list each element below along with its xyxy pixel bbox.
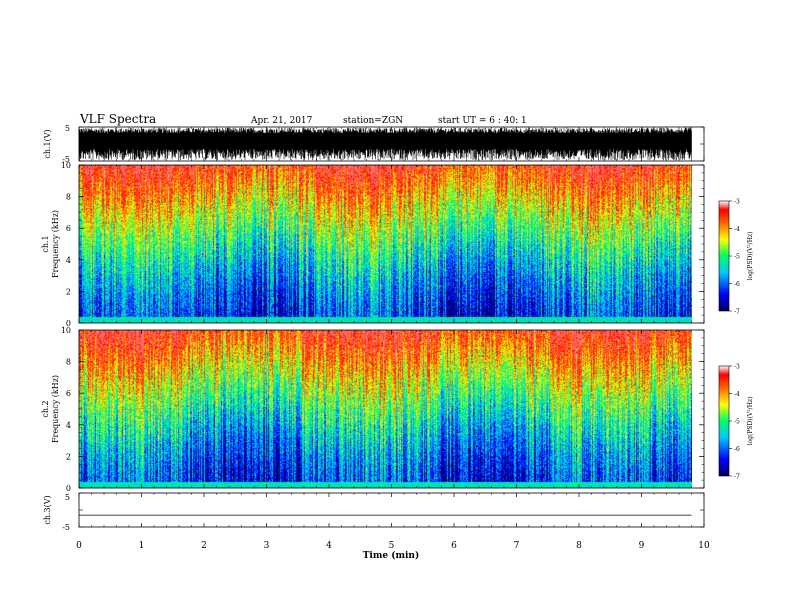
- date-label: Apr. 21, 2017: [250, 116, 313, 126]
- x-tick-label: 6: [451, 541, 457, 551]
- y-tick-label: 6: [66, 224, 71, 233]
- ch2-spectrogram-yticks: 0 2 4 6 8 10: [61, 326, 704, 493]
- colorbar-tick-label: -6: [734, 281, 740, 288]
- x-tick-label: 7: [514, 541, 520, 551]
- y-tick-label: 10: [61, 161, 71, 170]
- spectrogram-raster: [79, 330, 692, 488]
- y-tick-label: 0: [66, 484, 71, 493]
- ch2-spectrogram-ylabel-line1: ch.2: [41, 400, 50, 417]
- ch1-waveform-trace: [78, 127, 692, 161]
- x-tick-label: 3: [264, 541, 270, 551]
- start-time-label: start UT = 6 : 40: 1: [438, 116, 527, 126]
- y-tick-label: 2: [66, 452, 71, 461]
- y-tick-label: 8: [66, 193, 71, 202]
- ch2-spectrogram-image: [79, 330, 692, 488]
- y-tick-label: 10: [61, 326, 71, 335]
- ch1-spectrogram-yticks: 0 2 4 6 8 10: [61, 161, 704, 328]
- station-label: station=ZGN: [343, 116, 403, 126]
- y-tick-label: 2: [66, 287, 71, 296]
- colorbar-tick-label: -4: [734, 391, 740, 398]
- ch1-waveform-panel: 5 -5 ch.1(V): [43, 124, 705, 164]
- ch3-waveform-ylabel: ch.3(V): [43, 495, 52, 524]
- ch3-waveform-frame: [78, 492, 705, 528]
- colorbar-tick-label: -7: [734, 309, 740, 316]
- ch1-spectrogram-image: [79, 165, 692, 323]
- y-tick-label: 4: [66, 421, 71, 430]
- ch3-waveform-panel: 5 -5 ch.3(V): [43, 492, 705, 532]
- colorbar-tick-label: -3: [734, 199, 740, 206]
- colorbar-tick-label: -4: [734, 226, 740, 233]
- colorbar-tick-label: -5: [734, 419, 740, 426]
- ch1-waveform-ytick-top: 5: [65, 124, 70, 133]
- time-axis: 0 1 2 3 4 5 6 7 8 9 10: [76, 126, 710, 551]
- ch1-colorbar: [718, 200, 730, 312]
- y-tick-label: 4: [66, 256, 71, 265]
- x-tick-label: 4: [326, 541, 332, 551]
- ch3-waveform-ytick-top: 5: [65, 493, 70, 502]
- ch1-waveform-ytick-bottom: -5: [62, 155, 70, 164]
- x-tick-label: 9: [639, 541, 645, 551]
- spectrogram-raster: [79, 165, 692, 323]
- x-tick-label: 2: [201, 541, 207, 551]
- colorbar-tick-label: -7: [734, 474, 740, 481]
- ch2-colorbar-ticks: -3 -4 -5 -6 -7: [729, 364, 740, 481]
- y-tick-label: 8: [66, 358, 71, 367]
- x-tick-label: 5: [389, 541, 395, 551]
- ch2-colorbar-label: log(PSD)(V²/Hz): [747, 397, 754, 446]
- ch2-colorbar: [718, 365, 730, 477]
- y-tick-label: 6: [66, 389, 71, 398]
- colorbar-tick-label: -3: [734, 364, 740, 371]
- colorbar-tick-label: -5: [734, 254, 740, 261]
- ch2-spectrogram-ylabel-line2: Frequency (kHz): [51, 375, 60, 443]
- time-axis-label: Time (min): [363, 550, 420, 561]
- ch1-colorbar-ticks: -3 -4 -5 -6 -7: [729, 199, 740, 316]
- x-tick-label: 8: [576, 541, 582, 551]
- ch3-waveform-ytick-bottom: -5: [62, 523, 70, 532]
- ch1-waveform-ylabel: ch.1(V): [43, 129, 52, 158]
- x-tick-label: 10: [698, 541, 710, 551]
- ch1-colorbar-label: log(PSD)(V²/Hz): [747, 232, 754, 281]
- ch1-waveform-line: [78, 127, 692, 161]
- x-tick-label: 1: [139, 541, 145, 551]
- y-tick-label: 0: [66, 319, 71, 328]
- ch1-spectrogram-ylabel-line2: Frequency (kHz): [51, 210, 60, 278]
- colorbar-tick-label: -6: [734, 446, 740, 453]
- ch1-spectrogram-ylabel-line1: ch.1: [41, 235, 50, 252]
- x-tick-label: 0: [76, 541, 82, 551]
- figure-title: VLF Spectra: [79, 112, 156, 126]
